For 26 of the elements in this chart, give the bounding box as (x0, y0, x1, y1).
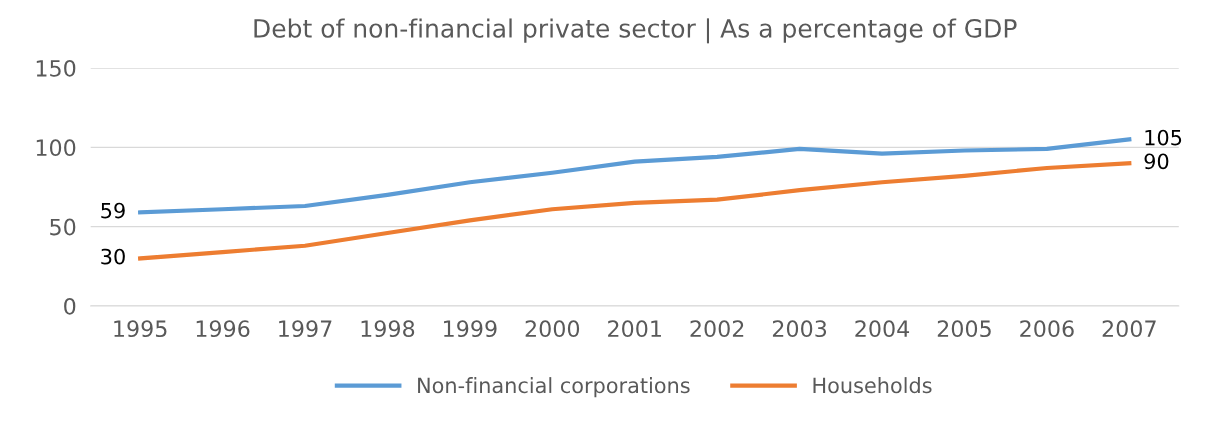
line-series (138, 137, 1132, 215)
legend-label: Households (813, 377, 932, 394)
x-tick-label: 2000 (525, 320, 580, 338)
line-series (138, 161, 1132, 261)
data-label: 90 (1144, 153, 1169, 170)
data-label: 105 (1145, 129, 1182, 146)
x-tick-label: 1996 (196, 320, 250, 338)
x-tick-label: 2006 (1020, 320, 1074, 338)
x-tick-label: 2005 (937, 320, 991, 338)
x-tick-label: 2003 (772, 320, 827, 338)
x-tick-label: 1995 (114, 320, 167, 338)
x-tick-label: 2002 (690, 320, 744, 338)
y-tick-label: 50 (50, 218, 76, 236)
x-tick-label: 2004 (855, 320, 910, 338)
legend-label: Non-financial corporations (418, 377, 690, 398)
x-tick-label: 1997 (279, 320, 332, 338)
x-tick-label: 2007 (1102, 320, 1156, 338)
y-tick-label: 100 (36, 139, 76, 157)
data-label: 59 (101, 202, 125, 219)
chart-title: Debt of non-financial private sector | As a percentage of GDP (254, 18, 1017, 44)
x-tick-label: 1998 (361, 320, 415, 338)
y-tick-label: 0 (64, 297, 76, 315)
x-tick-label: 2001 (608, 320, 661, 338)
x-tick-label: 1999 (444, 320, 497, 338)
y-tick-label: 150 (36, 59, 76, 77)
data-label: 30 (101, 248, 125, 265)
